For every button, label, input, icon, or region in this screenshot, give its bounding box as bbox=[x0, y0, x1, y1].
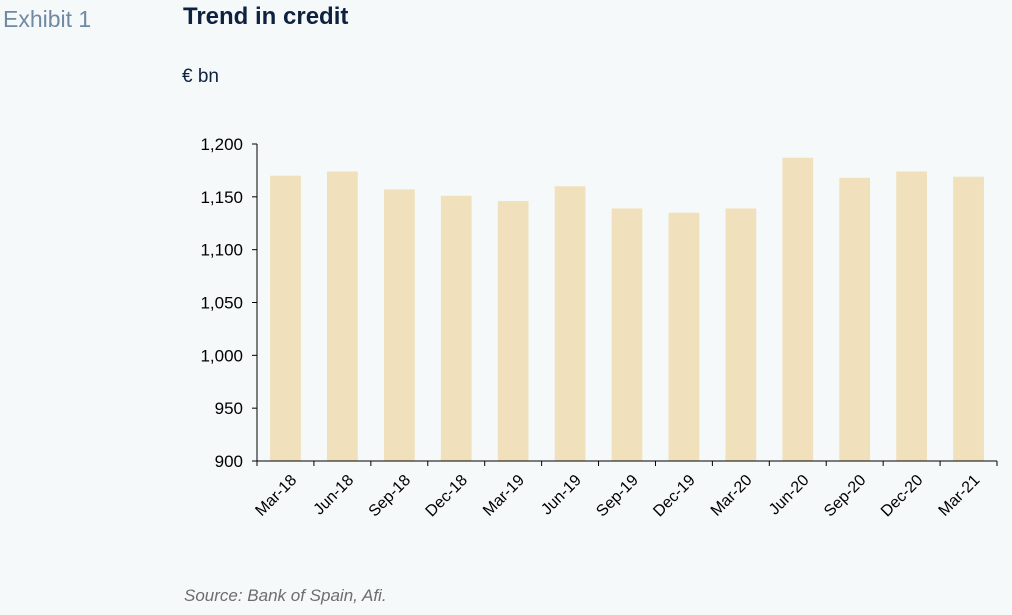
x-tick-label: Mar-20 bbox=[708, 472, 756, 520]
bar-dec-19 bbox=[668, 212, 700, 461]
y-tick-label: 1,000 bbox=[200, 346, 243, 365]
bar-sep-20 bbox=[839, 177, 871, 461]
x-tick-label: Mar-21 bbox=[936, 472, 984, 520]
bar-sep-18 bbox=[383, 189, 415, 461]
bar-jun-18 bbox=[327, 171, 358, 461]
bar-mar-21 bbox=[953, 176, 984, 461]
source-note: Source: Bank of Spain, Afi. bbox=[184, 586, 387, 605]
x-tick-label: Mar-19 bbox=[480, 472, 528, 520]
x-tick-label: Dec-18 bbox=[423, 472, 472, 521]
bar-mar-18 bbox=[270, 175, 301, 461]
y-axis: 900 950 1,000 1,050 1,100 1,150 1,200 bbox=[200, 135, 258, 471]
x-axis: Mar-18 Jun-18 Sep-18 Dec-18 Mar-19 Jun-19 Sep-… bbox=[252, 460, 998, 521]
x-tick-label: Jun-20 bbox=[766, 472, 813, 519]
y-tick-label: 1,100 bbox=[200, 241, 243, 260]
y-tick-label: 1,200 bbox=[200, 135, 243, 154]
x-tick-label: Sep-19 bbox=[593, 472, 642, 521]
x-tick-label: Dec-20 bbox=[878, 472, 927, 521]
chart-title: Trend in credit bbox=[183, 3, 349, 30]
x-tick-label: Jun-19 bbox=[538, 472, 585, 519]
x-tick-label: Dec-19 bbox=[650, 472, 699, 521]
y-tick-label: 900 bbox=[215, 452, 243, 471]
bar-dec-18 bbox=[440, 195, 472, 461]
bars-group bbox=[270, 157, 984, 462]
exhibit-label: Exhibit 1 bbox=[3, 6, 92, 32]
bar-sep-19 bbox=[611, 208, 643, 461]
bar-mar-20 bbox=[725, 208, 757, 461]
bar-jun-20 bbox=[782, 157, 814, 462]
y-tick-label: 1,150 bbox=[200, 188, 243, 207]
bar-mar-19 bbox=[497, 201, 529, 461]
bar-jun-19 bbox=[554, 186, 586, 461]
unit-label: € bn bbox=[182, 66, 219, 87]
y-tick-label: 1,050 bbox=[200, 294, 243, 313]
y-tick-label: 950 bbox=[215, 399, 243, 418]
bar-dec-20 bbox=[896, 171, 927, 461]
x-tick-label: Sep-20 bbox=[821, 472, 870, 521]
x-tick-label: Jun-18 bbox=[311, 472, 358, 519]
x-tick-label: Sep-18 bbox=[366, 472, 415, 521]
x-tick-label: Mar-18 bbox=[252, 472, 300, 520]
